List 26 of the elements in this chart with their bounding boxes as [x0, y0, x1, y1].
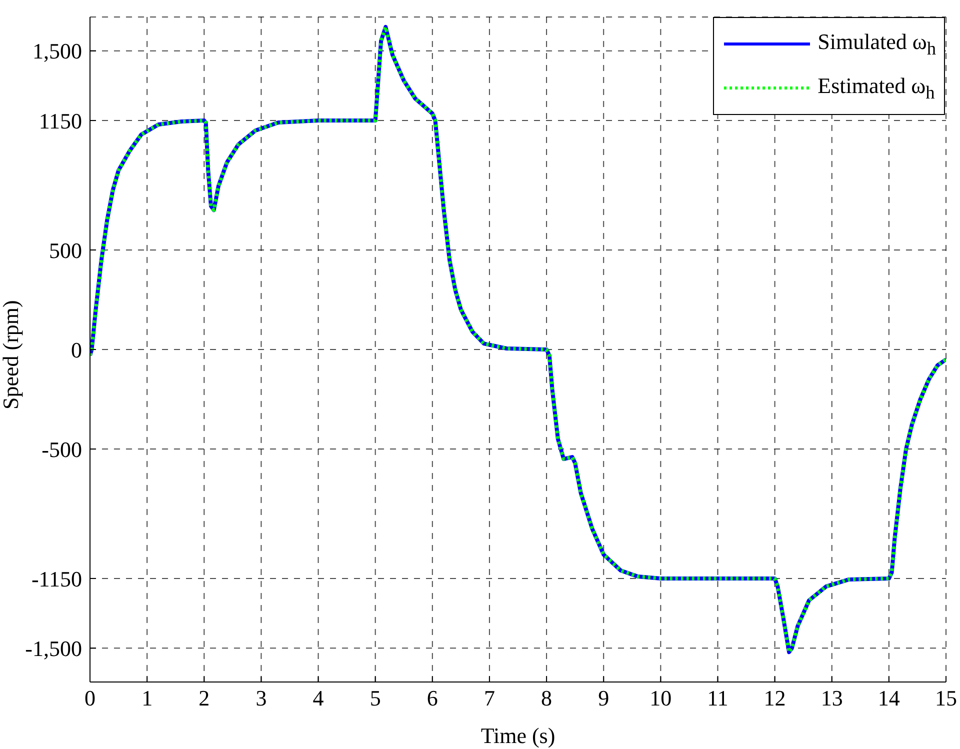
y-tick-label: 500 — [49, 238, 82, 263]
x-tick-label: 7 — [484, 686, 495, 711]
x-tick-label: 11 — [707, 686, 728, 711]
y-tick-label: -1,500 — [25, 636, 82, 661]
x-tick-label: 10 — [650, 686, 672, 711]
x-tick-label: 2 — [198, 686, 210, 711]
legend-label: Simulated ω$_{h}$ — [818, 28, 936, 60]
x-tick-label: 6 — [426, 686, 438, 711]
legend-label: Estimated ω$_{h}$ — [818, 72, 935, 104]
x-axis-title: Time (s) — [480, 723, 556, 748]
y-tick-label: -500 — [42, 436, 82, 462]
x-tick-label: 12 — [764, 686, 786, 711]
x-tick-label: 4 — [312, 686, 324, 711]
x-tick-label: 13 — [820, 686, 843, 711]
x-tick-label: 3 — [256, 686, 267, 711]
x-tick-label: 5 — [370, 686, 381, 711]
x-tick-label: 9 — [598, 686, 610, 711]
y-tick-label: 1,500 — [32, 38, 82, 64]
x-tick-label: 8 — [541, 686, 552, 711]
x-tick-label: 15 — [935, 686, 957, 711]
x-tick-label: 1 — [142, 686, 153, 711]
y-axis-title: Speed (rpm) — [0, 300, 23, 410]
y-tick-label: 0 — [71, 337, 82, 362]
x-tick-label: 14 — [878, 686, 900, 711]
y-tick-label: -1150 — [31, 566, 82, 592]
y-tick-label: 1150 — [38, 108, 82, 134]
